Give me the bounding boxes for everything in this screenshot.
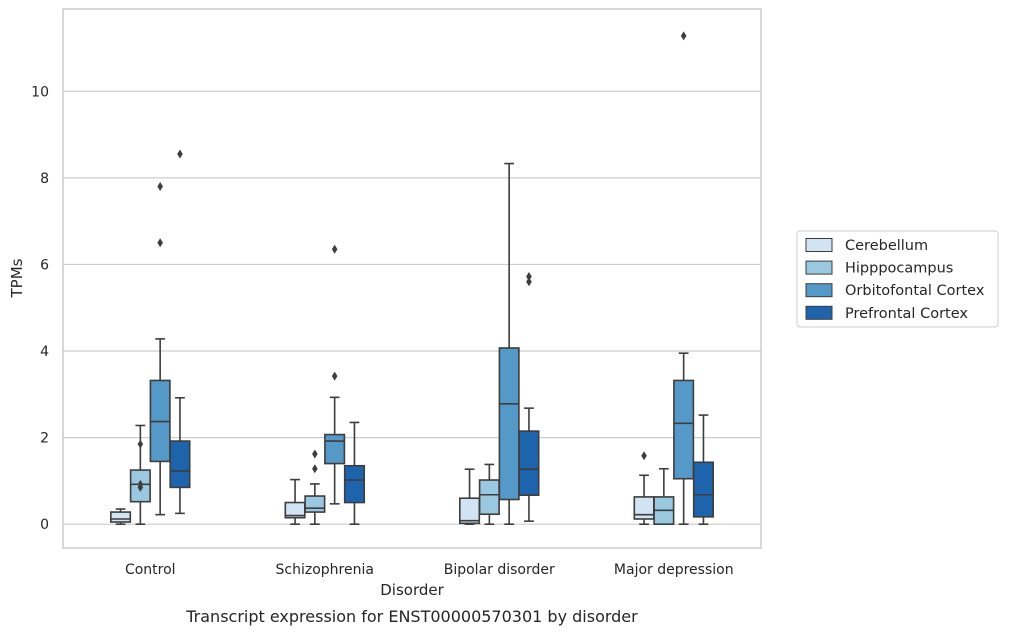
iqr-box [304,495,326,513]
legend-entry: Orbitofontal Cortex [845,283,985,299]
legend-swatch [805,260,833,275]
x-tick-label: Major depression [614,562,734,578]
iqr-box [633,496,655,520]
y-tick-label: 10 [31,84,49,100]
box-0-1 [129,424,151,525]
y-tick-label: 0 [40,517,49,533]
outlier-point [312,464,318,474]
outlier-point [137,439,144,449]
outlier-point [680,31,687,41]
y-axis-title: TPMs [8,258,26,298]
box-2-3 [518,272,540,522]
iqr-box [673,379,695,480]
outlier-point [157,238,163,248]
iqr-box [692,461,715,518]
iqr-box [478,479,500,516]
legend-swatch [805,305,833,320]
legend-swatch [805,283,833,298]
iqr-box [343,464,366,504]
legend-entry: Prefrontal Cortex [845,306,968,322]
box-0-2 [149,182,171,516]
outlier-point [157,182,163,192]
box-0-0 [110,508,132,525]
x-tick-labels: Control Schizophrenia Bipolar disorder Majo… [125,562,734,578]
outlier-point [137,479,144,489]
iqr-box [324,433,346,465]
y-tick-label: 8 [40,171,49,187]
legend: Cerebellum Hipppocampus Orbitofontal Corte… [796,230,999,328]
box-2-0 [458,468,481,525]
iqr-box [518,430,540,496]
plot-frame [62,8,762,549]
chart-title: Transcript expression for ENST0000057030… [185,607,638,626]
outlier-point [331,371,338,381]
x-tick-label: Bipolar disorder [444,562,555,578]
outlier-point [312,449,318,459]
y-tick-label: 6 [40,257,49,273]
box-3-1 [653,467,675,525]
box-3-2 [673,31,695,525]
box-1-0 [284,478,306,525]
y-tick-label: 4 [40,344,49,360]
outlier-point [177,149,183,159]
boxes-layer [110,31,715,525]
outlier-point [526,272,532,282]
x-axis-title: Disorder [380,581,444,599]
x-tick-label: Control [125,562,176,578]
y-tick-labels: 0 2 4 6 8 10 [31,84,49,533]
box-1-2 [324,244,346,505]
box-1-1 [304,449,326,525]
x-tick-label: Schizophrenia [276,562,374,578]
y-tick-label: 2 [40,431,49,447]
iqr-box [458,497,481,525]
outlier-point [526,277,532,287]
box-3-0 [633,451,655,525]
legend-swatch [805,238,833,252]
iqr-box [498,347,520,501]
legend-entry: Cerebellum [845,238,928,254]
box-0-3 [169,149,191,515]
iqr-box [169,440,191,489]
iqr-box [110,511,132,523]
box-3-3 [692,414,715,525]
legend-entry: Hipppocampus [845,261,953,277]
legend-frame [796,230,999,328]
outlier-point [641,451,647,461]
box-2-2 [498,162,520,525]
outlier-point [331,244,338,254]
plot-area [63,9,761,548]
box-1-3 [343,421,366,525]
